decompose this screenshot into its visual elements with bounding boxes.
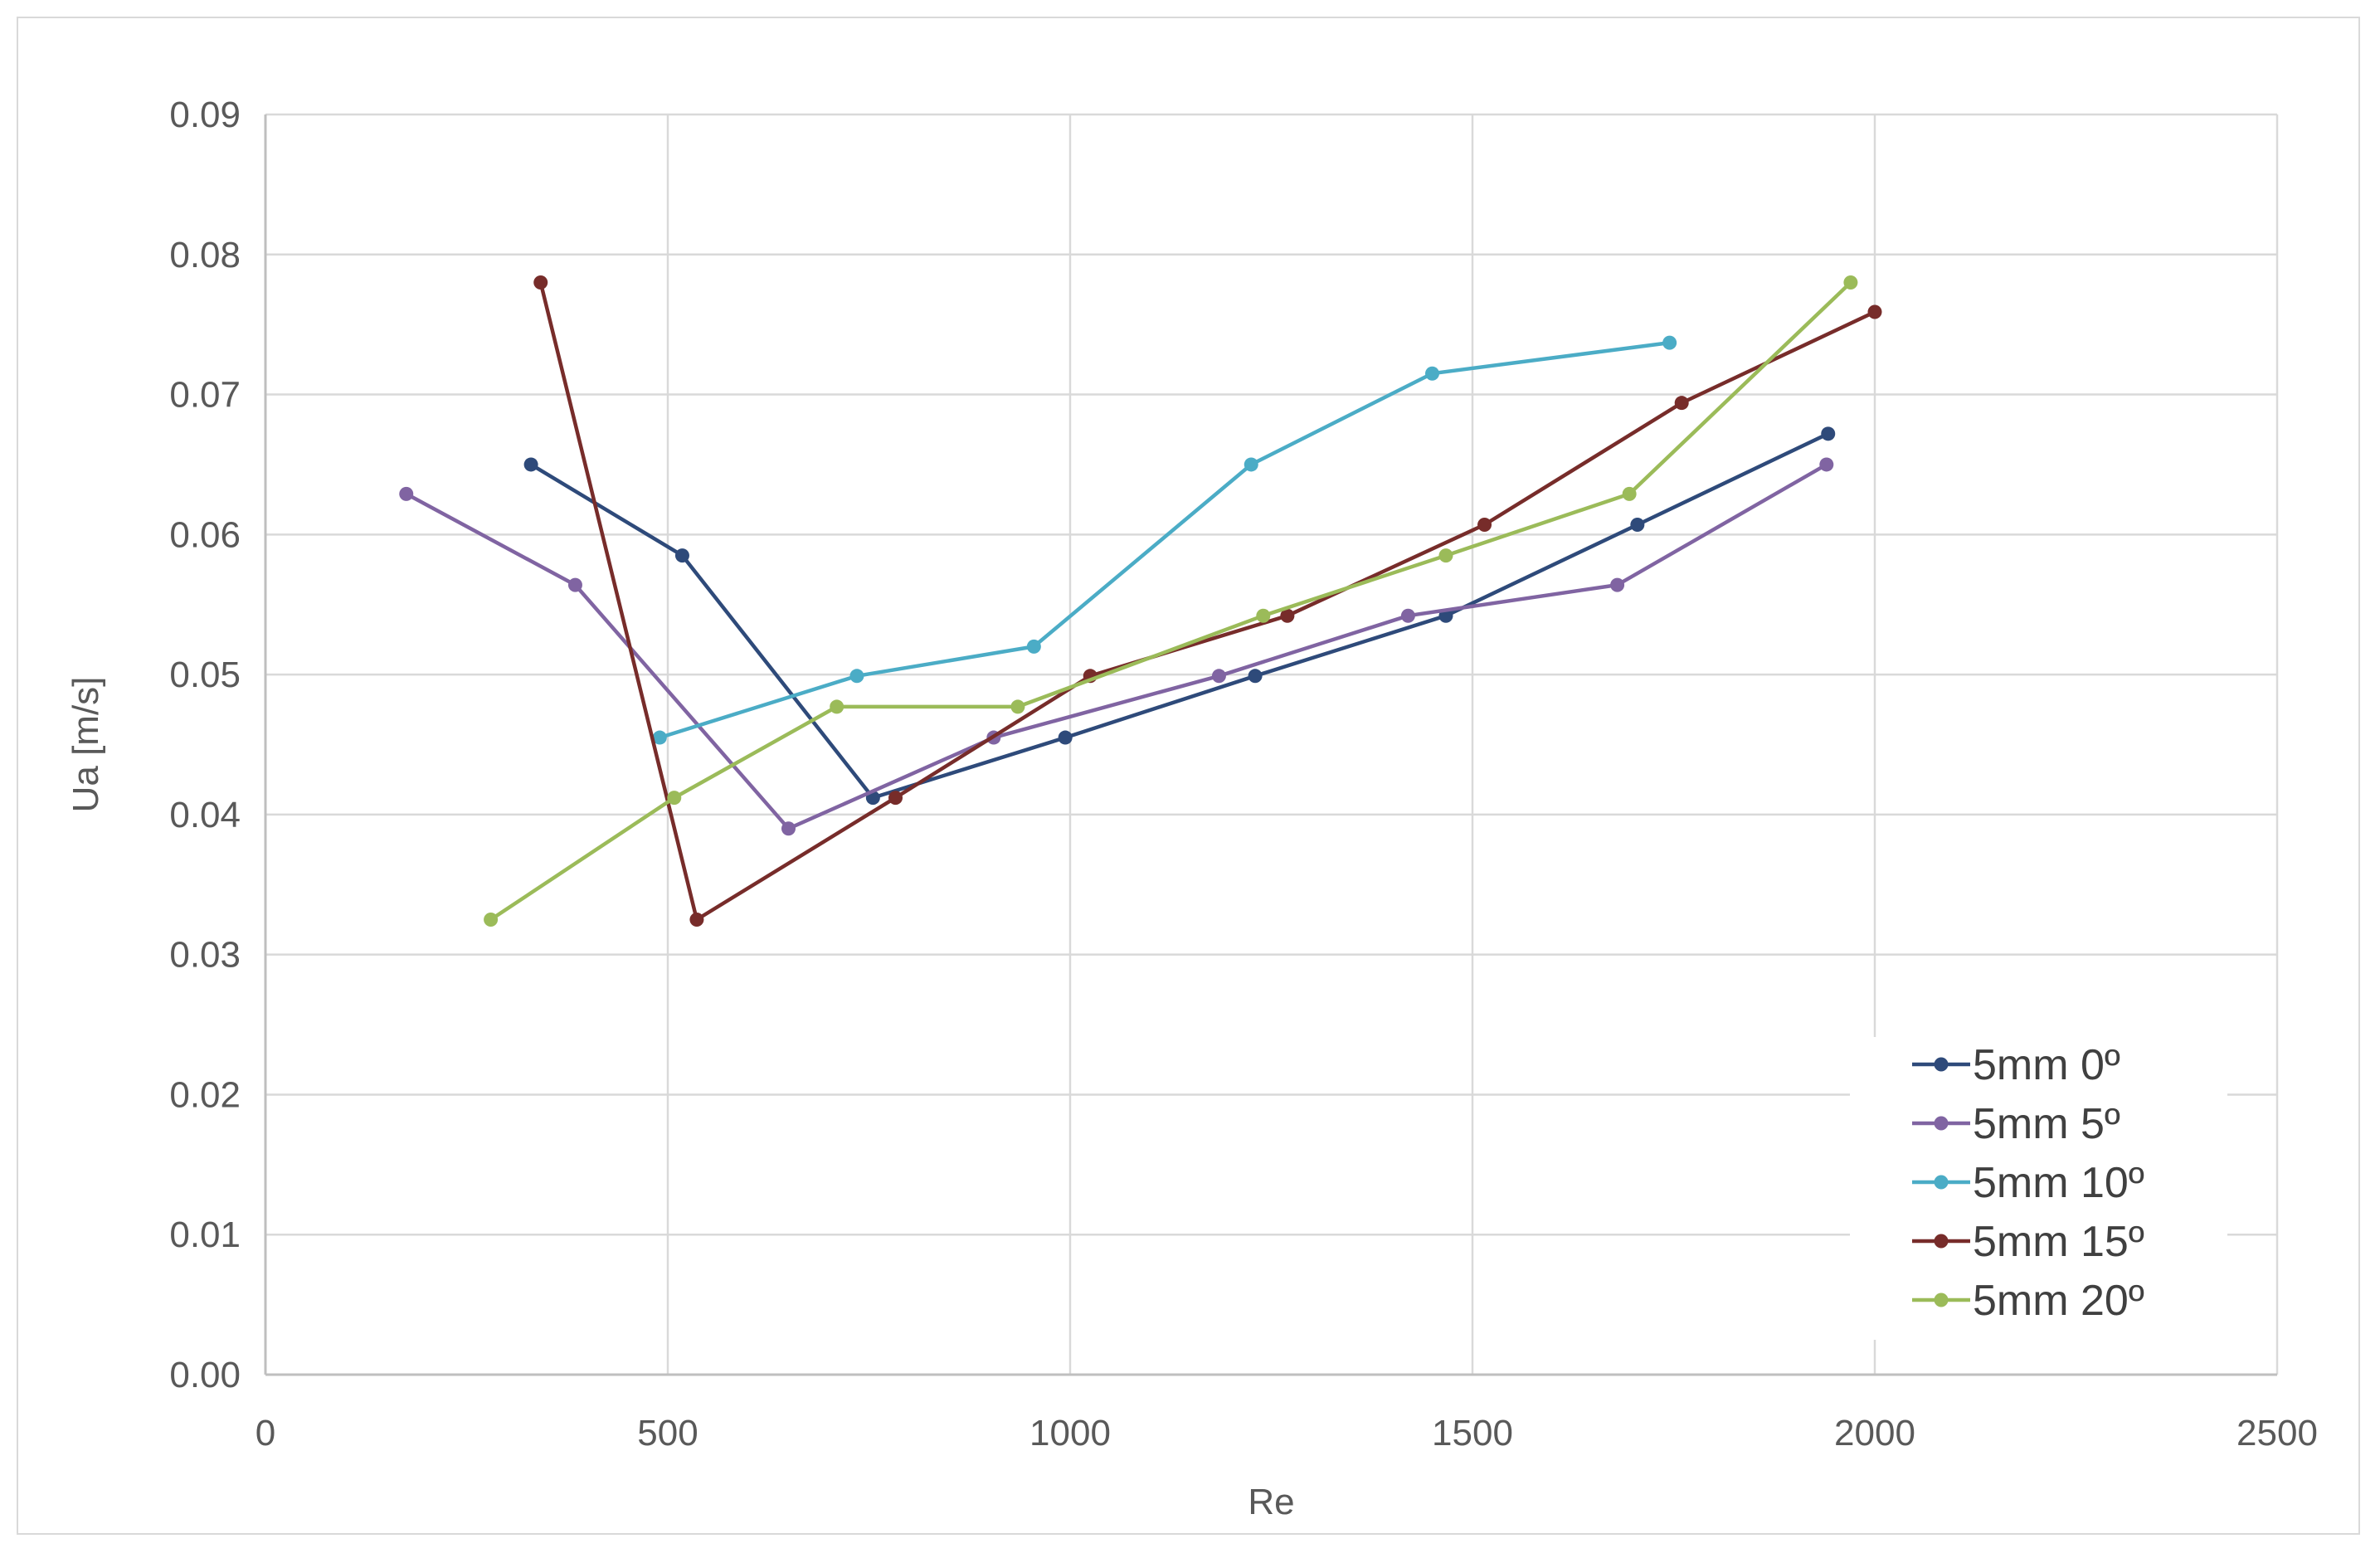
data-point: [1843, 275, 1858, 290]
x-tick-label: 500: [637, 1413, 698, 1453]
y-tick-label: 0.06: [169, 514, 241, 555]
x-tick-label: 1000: [1029, 1413, 1111, 1453]
data-point: [1622, 486, 1637, 501]
y-tick-label: 0.01: [169, 1215, 241, 1255]
legend-point-marker: [1934, 1057, 1949, 1072]
y-tick-label: 0.04: [169, 795, 241, 835]
data-point: [523, 457, 538, 472]
legend-point-marker: [1934, 1234, 1949, 1249]
data-point: [1244, 457, 1258, 472]
x-tick-label: 1500: [1432, 1413, 1513, 1453]
data-point: [1058, 730, 1073, 745]
data-point: [1248, 669, 1263, 684]
legend-label: 5mm 20º: [1973, 1277, 2144, 1325]
x-tick-label: 2000: [1834, 1413, 1915, 1453]
data-point: [830, 699, 844, 714]
series-line: [529, 431, 1829, 800]
data-point: [1819, 457, 1834, 472]
data-point: [849, 669, 864, 684]
legend-item: 5mm 20º: [1912, 1277, 2144, 1325]
series-0: [523, 426, 1836, 806]
data-point: [1821, 426, 1836, 441]
data-point: [1280, 608, 1295, 623]
y-tick-label: 0.03: [169, 935, 241, 976]
y-tick-label: 0.07: [169, 375, 241, 416]
data-point: [689, 912, 704, 927]
x-tick-label: 2500: [2236, 1413, 2318, 1453]
x-tick-label: 0: [256, 1413, 275, 1453]
legend-item: 5mm 5º: [1912, 1100, 2120, 1148]
data-point: [1477, 518, 1492, 533]
axes: [264, 114, 2277, 1376]
data-point: [1610, 577, 1625, 592]
legend-item: 5mm 0º: [1912, 1041, 2120, 1089]
series-4: [484, 275, 1858, 927]
series-2: [652, 335, 1677, 745]
data-point: [1662, 335, 1677, 350]
series-line: [538, 281, 1876, 922]
legend-box: [1850, 1037, 2227, 1340]
data-point: [1867, 304, 1882, 319]
data-point: [1400, 608, 1415, 623]
x-tick-labels: 0 500 1000 1500 2000 2500: [256, 1413, 2318, 1453]
y-tick-label: 0.09: [169, 95, 241, 135]
legend-item: 5mm 10º: [1912, 1159, 2144, 1207]
data-point: [1010, 699, 1025, 714]
legend-point-marker: [1934, 1116, 1949, 1131]
data-point: [1026, 639, 1041, 654]
data-point: [1674, 396, 1689, 411]
legend-label: 5mm 10º: [1973, 1159, 2144, 1207]
data-point: [674, 548, 689, 563]
legend-item: 5mm 15º: [1912, 1218, 2144, 1266]
legend-point-marker: [1934, 1293, 1949, 1307]
y-tick-label: 0.02: [169, 1074, 241, 1115]
y-tick-label: 0.05: [169, 655, 241, 695]
series-line: [405, 462, 1828, 831]
series-3: [533, 275, 1882, 927]
data-point: [533, 275, 548, 290]
y-tick-label: 0.00: [169, 1355, 241, 1395]
data-point: [1256, 608, 1271, 623]
data-point: [1425, 366, 1439, 381]
legend-label: 5mm 0º: [1973, 1041, 2120, 1089]
data-point: [781, 821, 796, 836]
legend-label: 5mm 15º: [1973, 1218, 2144, 1266]
legend-label: 5mm 5º: [1973, 1100, 2120, 1148]
data-point: [888, 791, 903, 806]
legend-point-marker: [1934, 1175, 1949, 1190]
series-1: [399, 457, 1834, 836]
y-axis-title: Ua [m/s]: [66, 677, 106, 813]
series-line: [659, 340, 1670, 740]
x-axis-title: Re: [1248, 1482, 1294, 1522]
y-tick-labels: 0.00 0.01 0.02 0.03 0.04 0.05 0.06 0.07 0.08 0.09: [169, 95, 241, 1395]
legend: 5mm 0º 5mm 5º 5mm 10º 5mm 15º 5mm 20º: [1850, 1037, 2227, 1340]
data-point: [1211, 669, 1226, 684]
data-point: [567, 577, 582, 592]
data-point: [1630, 518, 1645, 533]
data-point: [652, 730, 667, 745]
data-series: [399, 275, 1882, 927]
y-tick-label: 0.08: [169, 235, 241, 275]
data-point: [1438, 548, 1453, 563]
data-point: [399, 486, 414, 501]
data-point: [667, 791, 682, 806]
series-line: [489, 280, 1852, 922]
data-point: [484, 912, 499, 927]
